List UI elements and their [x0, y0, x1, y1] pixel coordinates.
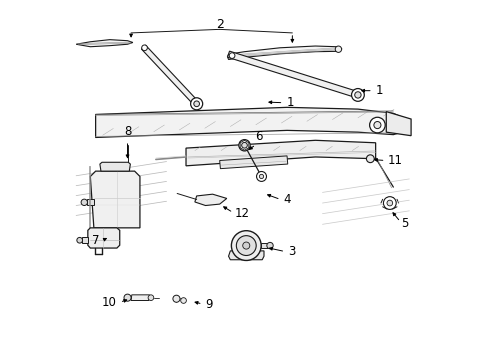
Circle shape — [241, 143, 247, 148]
Polygon shape — [228, 251, 264, 260]
Polygon shape — [261, 243, 267, 248]
Circle shape — [190, 98, 202, 110]
Text: 9: 9 — [204, 298, 212, 311]
Polygon shape — [386, 112, 410, 136]
Polygon shape — [76, 40, 133, 47]
Polygon shape — [96, 107, 407, 138]
Text: 7: 7 — [92, 234, 100, 247]
Circle shape — [181, 298, 186, 303]
Circle shape — [81, 199, 87, 206]
Circle shape — [173, 295, 180, 302]
Circle shape — [354, 92, 360, 98]
Text: 6: 6 — [254, 130, 262, 143]
Circle shape — [242, 242, 249, 249]
Text: 11: 11 — [387, 154, 402, 167]
Text: 4: 4 — [283, 193, 290, 206]
Circle shape — [351, 89, 364, 101]
Circle shape — [77, 238, 82, 243]
Polygon shape — [88, 228, 120, 248]
Circle shape — [238, 140, 250, 151]
Circle shape — [229, 53, 234, 58]
Text: 5: 5 — [400, 217, 407, 230]
Circle shape — [259, 174, 263, 179]
Polygon shape — [86, 199, 94, 205]
Circle shape — [335, 46, 341, 53]
Polygon shape — [219, 156, 287, 168]
Circle shape — [383, 197, 395, 210]
Text: 1: 1 — [286, 96, 293, 109]
Circle shape — [369, 117, 385, 133]
Text: 1: 1 — [375, 84, 383, 97]
Circle shape — [193, 101, 199, 107]
Circle shape — [366, 155, 373, 163]
Circle shape — [148, 295, 153, 301]
Circle shape — [373, 122, 380, 129]
Polygon shape — [141, 45, 198, 106]
Polygon shape — [227, 51, 358, 98]
Circle shape — [266, 242, 273, 249]
Text: 10: 10 — [102, 296, 117, 309]
Circle shape — [386, 200, 392, 206]
Text: 3: 3 — [287, 245, 295, 258]
Polygon shape — [227, 46, 341, 59]
Polygon shape — [90, 171, 140, 228]
Circle shape — [124, 294, 131, 301]
Text: 8: 8 — [123, 125, 131, 138]
Text: 12: 12 — [234, 207, 249, 220]
Polygon shape — [131, 295, 149, 301]
Circle shape — [231, 231, 261, 260]
Text: 2: 2 — [215, 18, 223, 31]
Polygon shape — [185, 140, 375, 166]
Circle shape — [256, 171, 266, 181]
Polygon shape — [82, 238, 88, 243]
Circle shape — [236, 236, 256, 256]
Polygon shape — [100, 162, 130, 171]
Circle shape — [142, 45, 147, 51]
Polygon shape — [195, 194, 226, 206]
